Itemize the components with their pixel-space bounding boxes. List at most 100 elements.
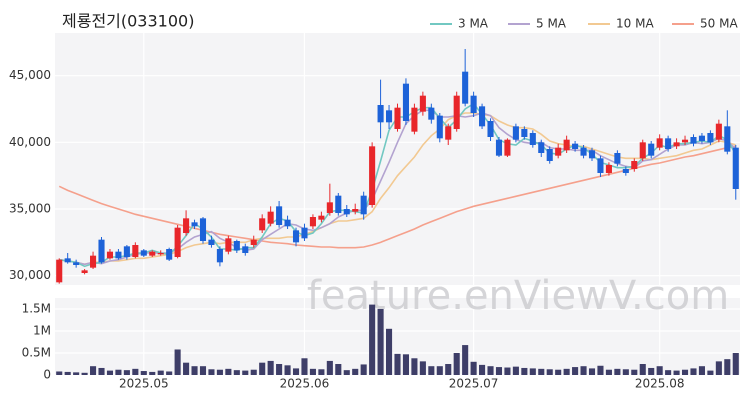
volume-bar — [216, 369, 223, 375]
volume-bar — [115, 369, 122, 375]
candle-body — [199, 218, 207, 241]
candle-body — [335, 195, 342, 213]
candle-body — [732, 147, 739, 189]
volume-bar — [681, 369, 689, 375]
volume-bar — [479, 364, 486, 375]
volume-bar — [732, 353, 739, 375]
candle-body — [369, 146, 376, 205]
candle-body — [90, 255, 97, 268]
candle-body — [64, 258, 71, 263]
volume-bar — [402, 354, 410, 375]
volume-bar — [284, 365, 291, 375]
volume-bar — [199, 366, 207, 375]
candle-body — [191, 222, 198, 227]
y-tick-label: 30,000 — [9, 268, 51, 282]
candle-body — [56, 259, 63, 283]
candle-body — [360, 195, 367, 215]
candle-body — [166, 249, 173, 260]
candle-body — [614, 153, 621, 164]
candle-body — [385, 110, 393, 123]
volume-bar — [715, 361, 722, 375]
volume-bar — [385, 328, 393, 375]
volume-bar — [648, 367, 655, 375]
candle-body — [588, 150, 596, 159]
volume-bar — [555, 369, 562, 375]
volume-bar — [174, 349, 181, 375]
volume-bar — [487, 366, 494, 375]
candle-body — [665, 138, 672, 149]
volume-bar — [225, 368, 232, 375]
volume-bar — [707, 370, 714, 375]
candle-body — [394, 107, 401, 129]
candle-body — [115, 251, 122, 259]
candle-body — [123, 246, 130, 257]
chart-title: 제룡전기(033100) — [62, 12, 194, 31]
volume-bar — [394, 353, 401, 375]
volume-bar — [529, 368, 536, 375]
candle-body — [81, 270, 88, 273]
candle-body — [495, 139, 503, 156]
volume-bar — [504, 367, 511, 375]
volume-bar — [453, 353, 460, 375]
volume-bar — [166, 371, 173, 375]
candle-body — [724, 126, 731, 152]
candle-body — [233, 241, 240, 251]
volume-bar — [419, 361, 426, 375]
volume-bar — [98, 367, 105, 375]
volume-bar — [436, 366, 443, 375]
candle-body — [132, 245, 139, 257]
volume-bar — [267, 360, 274, 375]
candle-body — [157, 253, 164, 255]
candle-body — [259, 218, 266, 231]
candle-body — [284, 219, 291, 227]
candle-body — [98, 239, 105, 263]
candle-body — [656, 138, 663, 148]
candle-body — [301, 227, 308, 239]
volume-tick-label: 1.5M — [22, 302, 51, 316]
volume-bar — [56, 371, 63, 375]
volume-bar — [538, 368, 545, 375]
legend-label: 5 MA — [536, 17, 567, 31]
x-tick-label: 2025.06 — [280, 377, 330, 391]
volume-bar — [157, 370, 164, 375]
volume-bar — [360, 364, 367, 375]
candle-body — [73, 262, 80, 265]
candle-body — [681, 139, 689, 143]
legend-label: 10 MA — [616, 17, 654, 31]
volume-bar — [208, 369, 215, 375]
x-tick-label: 2025.05 — [119, 377, 169, 391]
candle-body — [462, 71, 469, 104]
candle-body — [479, 106, 486, 127]
volume-bar — [292, 368, 300, 375]
x-tick-label: 2025.08 — [635, 377, 685, 391]
candle-body — [521, 129, 528, 137]
candle-body — [597, 158, 604, 173]
volume-bar — [614, 368, 621, 375]
candle-body — [267, 211, 274, 224]
x-tick-label: 2025.07 — [449, 377, 499, 391]
candle-body — [402, 83, 410, 121]
candle-body — [318, 215, 325, 220]
volume-bar — [665, 370, 672, 375]
volume-bar — [656, 366, 663, 375]
candle-body — [605, 165, 612, 173]
candle-body — [149, 251, 156, 256]
volume-bar — [605, 369, 612, 375]
volume-bar — [563, 368, 570, 375]
volume-bar — [250, 369, 257, 375]
y-tick-label: 45,000 — [9, 68, 51, 82]
volume-bar — [580, 366, 587, 375]
candle-body — [715, 123, 722, 140]
volume-bar — [588, 368, 596, 375]
volume-bar — [495, 367, 503, 375]
volume-bar — [622, 369, 629, 375]
candle-body — [445, 126, 452, 140]
volume-bar — [90, 366, 97, 375]
candle-body — [208, 239, 215, 245]
volume-bar — [64, 371, 71, 375]
candle-body — [648, 143, 655, 156]
volume-bar — [639, 364, 646, 375]
candle-body — [343, 209, 350, 215]
candle-body — [622, 169, 629, 173]
